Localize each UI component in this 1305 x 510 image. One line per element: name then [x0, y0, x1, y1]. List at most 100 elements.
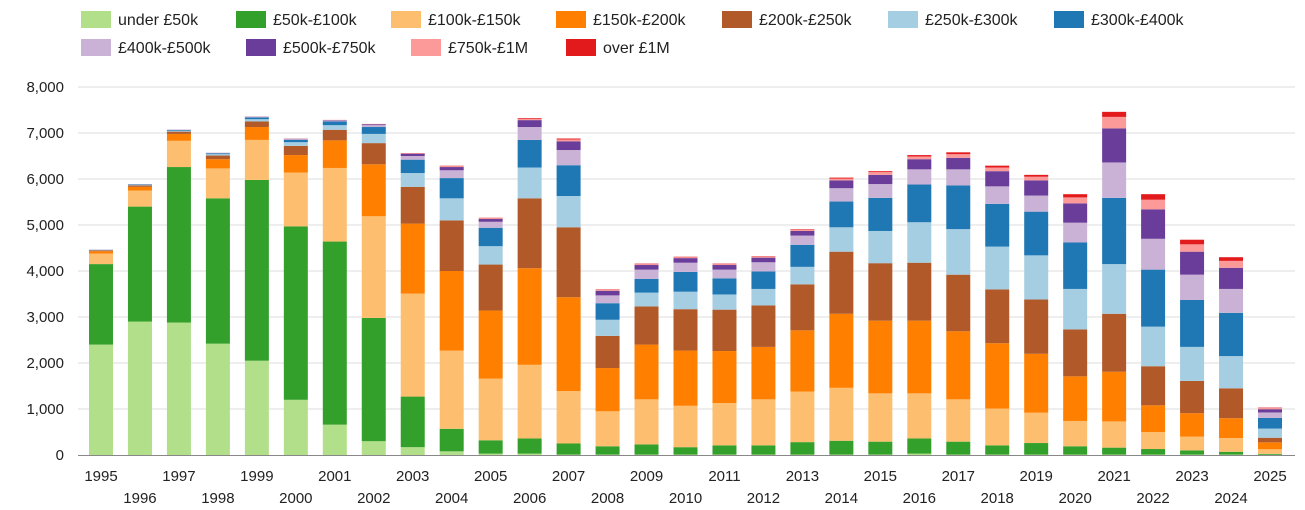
bar-segment-1995-under-50k: [89, 344, 113, 455]
bar-segment-2017-500k-750k: [946, 157, 971, 170]
bar-segment-2020-50k-100k: [1063, 446, 1088, 455]
bar-segment-2005-400k-500k: [478, 221, 503, 228]
bar-segment-2024-400k-500k: [1219, 288, 1244, 313]
bar-segment-2001-200k-250k: [322, 129, 347, 141]
bar-segment-2007-over-1m: [556, 138, 581, 140]
bar-segment-2024-500k-750k: [1219, 267, 1244, 289]
bar-segment-2021-over-1m: [1102, 111, 1127, 117]
bar-segment-2013-100k-150k: [790, 391, 815, 443]
y-axis: 0 1,000 2,000 3,000 4,000 5,000 6,000 7,000 8,00…: [26, 79, 64, 464]
bar-segment-1999-under-50k: [244, 360, 269, 455]
bar-segment-2024-300k-400k: [1219, 312, 1244, 357]
bar-segment-2012-250k-300k: [751, 288, 776, 306]
bar-segment-2011-250k-300k: [712, 294, 737, 310]
legend-item-under-50k: under £50k: [81, 11, 199, 29]
bar-segment-2014-over-1m: [829, 177, 854, 179]
bar-segment-2013-300k-400k: [790, 244, 815, 267]
x-tick-label: 2015: [864, 468, 897, 485]
bar-segment-2015-200k-250k: [868, 263, 893, 321]
bar-segment-2023-250k-300k: [1180, 346, 1205, 381]
bar-segment-2009-250k-300k: [634, 292, 659, 307]
bar-segment-2009-300k-400k: [634, 278, 659, 293]
bar-segment-2024-750k-1m: [1219, 260, 1244, 268]
bar-segment-2016-50k-100k: [907, 438, 932, 454]
bar-segment-1997-100k-150k: [166, 140, 191, 168]
x-tick-label: 1995: [84, 468, 117, 485]
bar-segment-2016-150k-200k: [907, 320, 932, 394]
bar-segment-2021-750k-1m: [1102, 116, 1127, 129]
bar-segment-2001-50k-100k: [322, 241, 347, 425]
bar-segment-2005-100k-150k: [478, 378, 503, 441]
bar-segment-2019-150k-200k: [1024, 353, 1049, 413]
bar-stack-2017: [946, 152, 971, 455]
bar-segment-2001-150k-200k: [322, 140, 347, 168]
bar-stack-2024: [1219, 257, 1244, 455]
bar-segment-2011-150k-200k: [712, 351, 737, 404]
bar-segment-2018-300k-400k: [985, 203, 1010, 247]
bar-segment-2005-50k-100k: [478, 440, 503, 454]
bar-segment-1998-300k-400k: [205, 153, 230, 155]
bar-segment-2012-200k-250k: [751, 305, 776, 347]
bar-segment-2016-300k-400k: [907, 184, 932, 223]
bar-segment-2004-200k-250k: [439, 220, 464, 271]
bar-segment-2021-50k-100k: [1102, 447, 1127, 455]
legend: under £50k £50k-£100k £100k-£150k £150k-£20…: [81, 11, 1185, 57]
bar-segment-1996-150k-200k: [127, 186, 152, 191]
bar-segment-2013-200k-250k: [790, 284, 815, 331]
y-tick-label: 8,000: [26, 79, 64, 96]
bar-segment-2002-150k-200k: [361, 164, 386, 217]
bar-segment-2007-100k-150k: [556, 391, 581, 444]
bar-segment-2025-150k-200k: [1258, 442, 1282, 450]
bar-segment-2025-400k-500k: [1258, 412, 1282, 418]
bar-segment-2019-over-1m: [1024, 174, 1049, 177]
bar-segment-2000-under-50k: [283, 399, 308, 455]
bar-segment-2002-500k-750k: [361, 124, 386, 126]
bar-stack-2006: [517, 118, 542, 455]
bar-segment-2012-150k-200k: [751, 346, 776, 400]
bar-segment-2010-300k-400k: [673, 271, 698, 292]
bar-segment-2022-200k-250k: [1141, 366, 1166, 406]
bar-segment-2024-250k-300k: [1219, 356, 1244, 389]
bar-segment-1995-150k-200k: [89, 251, 113, 254]
bar-segment-2017-200k-250k: [946, 274, 971, 332]
bar-segment-2009-100k-150k: [634, 399, 659, 445]
bar-segment-2025-50k-100k: [1258, 453, 1282, 455]
legend-swatch: [236, 11, 266, 28]
bar-segment-2019-400k-500k: [1024, 195, 1049, 212]
bar-stack-2019: [1024, 174, 1049, 455]
bar-segment-2025-500k-750k: [1258, 409, 1282, 413]
bar-stack-1999: [244, 116, 269, 455]
bar-segment-2019-250k-300k: [1024, 255, 1049, 300]
legend-swatch: [391, 11, 421, 28]
bar-stack-2008: [595, 289, 620, 455]
bar-segment-2006-500k-750k: [517, 120, 542, 128]
bar-segment-2011-100k-150k: [712, 403, 737, 446]
bar-segment-2005-500k-750k: [478, 219, 503, 222]
bar-segment-1998-100k-150k: [205, 168, 230, 199]
bar-segment-2015-100k-150k: [868, 393, 893, 442]
bar-segment-2015-250k-300k: [868, 230, 893, 264]
bar-segment-2004-under-50k: [439, 451, 464, 455]
bar-segment-2019-100k-150k: [1024, 412, 1049, 444]
bar-segment-2018-250k-300k: [985, 246, 1010, 290]
legend-swatch: [246, 39, 276, 56]
bar-segment-1997-300k-400k: [166, 130, 191, 131]
x-tick-label: 2003: [396, 468, 429, 485]
x-tick-label: 2025: [1253, 468, 1286, 485]
y-tick-label: 7,000: [26, 125, 64, 142]
legend-label: over £1M: [603, 40, 670, 57]
bar-segment-2017-250k-300k: [946, 229, 971, 275]
bar-segment-2008-50k-100k: [595, 446, 620, 455]
legend-item-750k-1m: £750k-£1M: [411, 39, 528, 57]
bar-segment-2010-400k-500k: [673, 262, 698, 272]
bar-segment-2002-300k-400k: [361, 127, 386, 134]
bar-segment-2020-100k-150k: [1063, 420, 1088, 447]
bar-segment-2003-50k-100k: [400, 396, 425, 448]
bar-segment-2003-100k-150k: [400, 293, 425, 397]
bar-stack-2016: [907, 155, 932, 455]
bar-stack-2018: [985, 165, 1010, 455]
bar-segment-1999-250k-300k: [244, 119, 269, 122]
legend-swatch: [81, 11, 111, 28]
bar-stack-1998: [205, 152, 230, 455]
